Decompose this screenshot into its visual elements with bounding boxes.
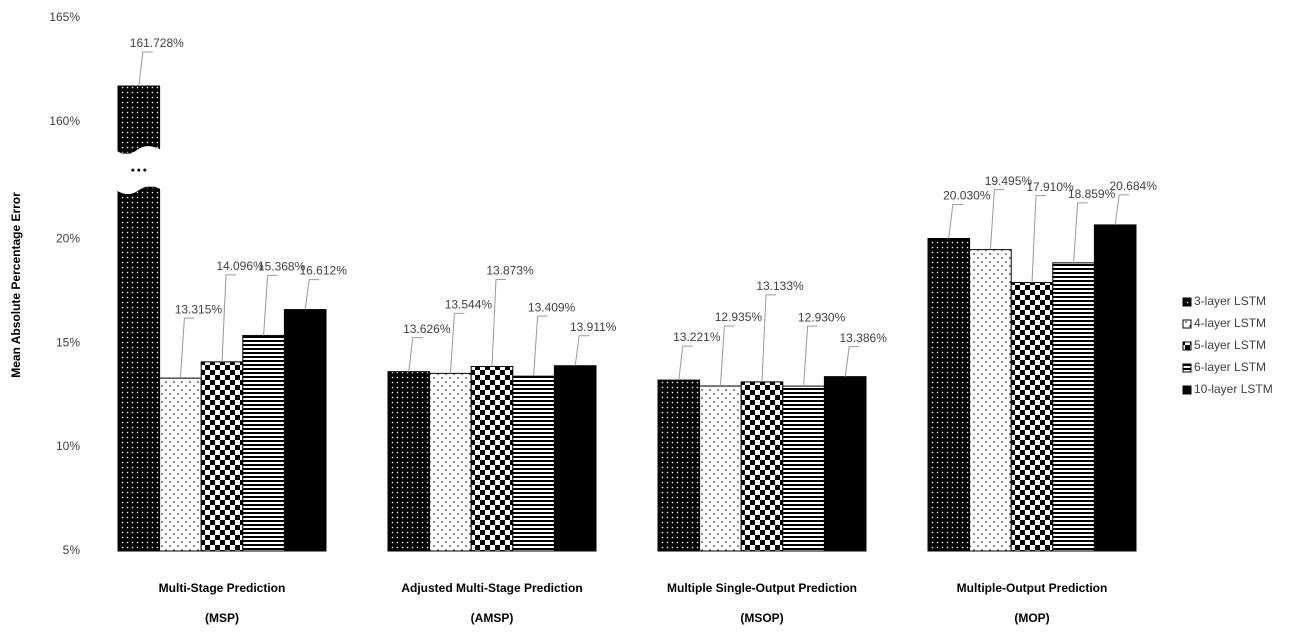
legend-swatch xyxy=(1182,319,1192,329)
value-label: 12.935% xyxy=(715,310,763,324)
legend-swatch xyxy=(1182,363,1192,373)
bar xyxy=(242,334,285,552)
legend-swatch xyxy=(1182,385,1192,395)
leader-line xyxy=(304,279,320,310)
value-label: 19.495% xyxy=(985,174,1033,188)
bar xyxy=(159,377,202,552)
value-label: 13.386% xyxy=(840,331,888,345)
bar xyxy=(927,238,971,552)
bar xyxy=(740,381,784,552)
x-tick-label: Multiple-Output Prediction xyxy=(957,581,1108,595)
break-dot xyxy=(143,168,147,172)
value-label: 17.910% xyxy=(1026,180,1074,194)
bar xyxy=(117,85,161,154)
leader-line xyxy=(221,274,236,362)
bar xyxy=(512,375,555,552)
bar xyxy=(1010,282,1054,552)
bar xyxy=(117,186,161,552)
y-tick-label: 160% xyxy=(49,114,80,128)
leader-line xyxy=(948,204,963,239)
leader-line xyxy=(1114,194,1130,225)
value-label: 12.930% xyxy=(798,310,846,324)
bar xyxy=(657,379,701,552)
bar xyxy=(553,365,597,552)
y-tick-label: 5% xyxy=(63,543,81,557)
bar xyxy=(200,361,244,552)
legend-swatch xyxy=(1182,297,1192,307)
value-label: 161.728% xyxy=(130,36,184,50)
leader-line xyxy=(574,335,590,366)
leader-line xyxy=(803,325,818,387)
x-tick-label: Multi-Stage Prediction xyxy=(159,581,286,595)
leader-line xyxy=(449,312,465,374)
value-label: 14.096% xyxy=(216,259,264,273)
bar xyxy=(470,366,514,552)
leader-line xyxy=(719,325,735,387)
value-label: 13.315% xyxy=(175,302,223,316)
value-label: 13.409% xyxy=(528,300,576,314)
value-label: 13.544% xyxy=(445,298,493,312)
legend-label: 4-layer LSTM xyxy=(1194,316,1266,330)
bar xyxy=(782,385,825,552)
leader-line xyxy=(678,345,693,381)
value-label: 13.911% xyxy=(570,320,617,334)
x-tick-label: Adjusted Multi-Stage Prediction xyxy=(401,581,582,595)
legend-label: 6-layer LSTM xyxy=(1194,360,1266,374)
leader-line xyxy=(408,337,423,372)
break-dot xyxy=(131,168,135,172)
leader-line xyxy=(179,317,195,379)
value-label: 18.859% xyxy=(1068,187,1116,201)
x-tick-sublabel: (MSOP) xyxy=(740,611,783,625)
y-axis-title: Mean Absolute Percentage Error xyxy=(9,192,23,378)
value-label: 13.221% xyxy=(673,330,721,344)
x-tick-label: Multiple Single-Output Prediction xyxy=(667,581,857,595)
leader-line xyxy=(761,294,776,382)
leader-line xyxy=(844,346,860,377)
x-tick-sublabel: (AMSP) xyxy=(471,611,514,625)
leader-line xyxy=(989,189,1005,250)
legend-label: 5-layer LSTM xyxy=(1194,338,1266,352)
leader-line xyxy=(533,315,548,377)
bar xyxy=(429,372,472,552)
leader-line xyxy=(138,51,153,87)
x-tick-sublabel: (MSP) xyxy=(205,611,239,625)
value-label: 13.873% xyxy=(486,264,534,278)
value-label: 13.626% xyxy=(403,322,451,336)
value-label: 13.133% xyxy=(756,279,804,293)
x-tick-sublabel: (MOP) xyxy=(1014,611,1049,625)
legend-label: 10-layer LSTM xyxy=(1194,382,1273,396)
bar xyxy=(1093,224,1137,552)
leader-line xyxy=(1073,202,1088,263)
value-label: 15.368% xyxy=(258,260,306,274)
bar xyxy=(823,376,867,552)
bar xyxy=(969,249,1012,552)
legend-label: 3-layer LSTM xyxy=(1194,294,1266,308)
bar xyxy=(283,309,327,552)
bar xyxy=(387,371,431,552)
bar xyxy=(1052,262,1095,552)
y-tick-label: 165% xyxy=(49,10,80,24)
legend-swatch xyxy=(1182,341,1192,351)
value-label: 16.612% xyxy=(300,264,348,278)
leader-line xyxy=(263,274,278,336)
value-label: 20.030% xyxy=(943,189,991,203)
y-tick-label: 20% xyxy=(56,231,80,245)
y-tick-label: 15% xyxy=(56,335,80,349)
y-tick-label: 10% xyxy=(56,439,80,453)
bar xyxy=(699,385,742,552)
leader-line xyxy=(1031,195,1046,283)
break-dot xyxy=(137,168,141,172)
leader-line xyxy=(491,279,506,367)
value-label: 20.684% xyxy=(1110,179,1158,193)
